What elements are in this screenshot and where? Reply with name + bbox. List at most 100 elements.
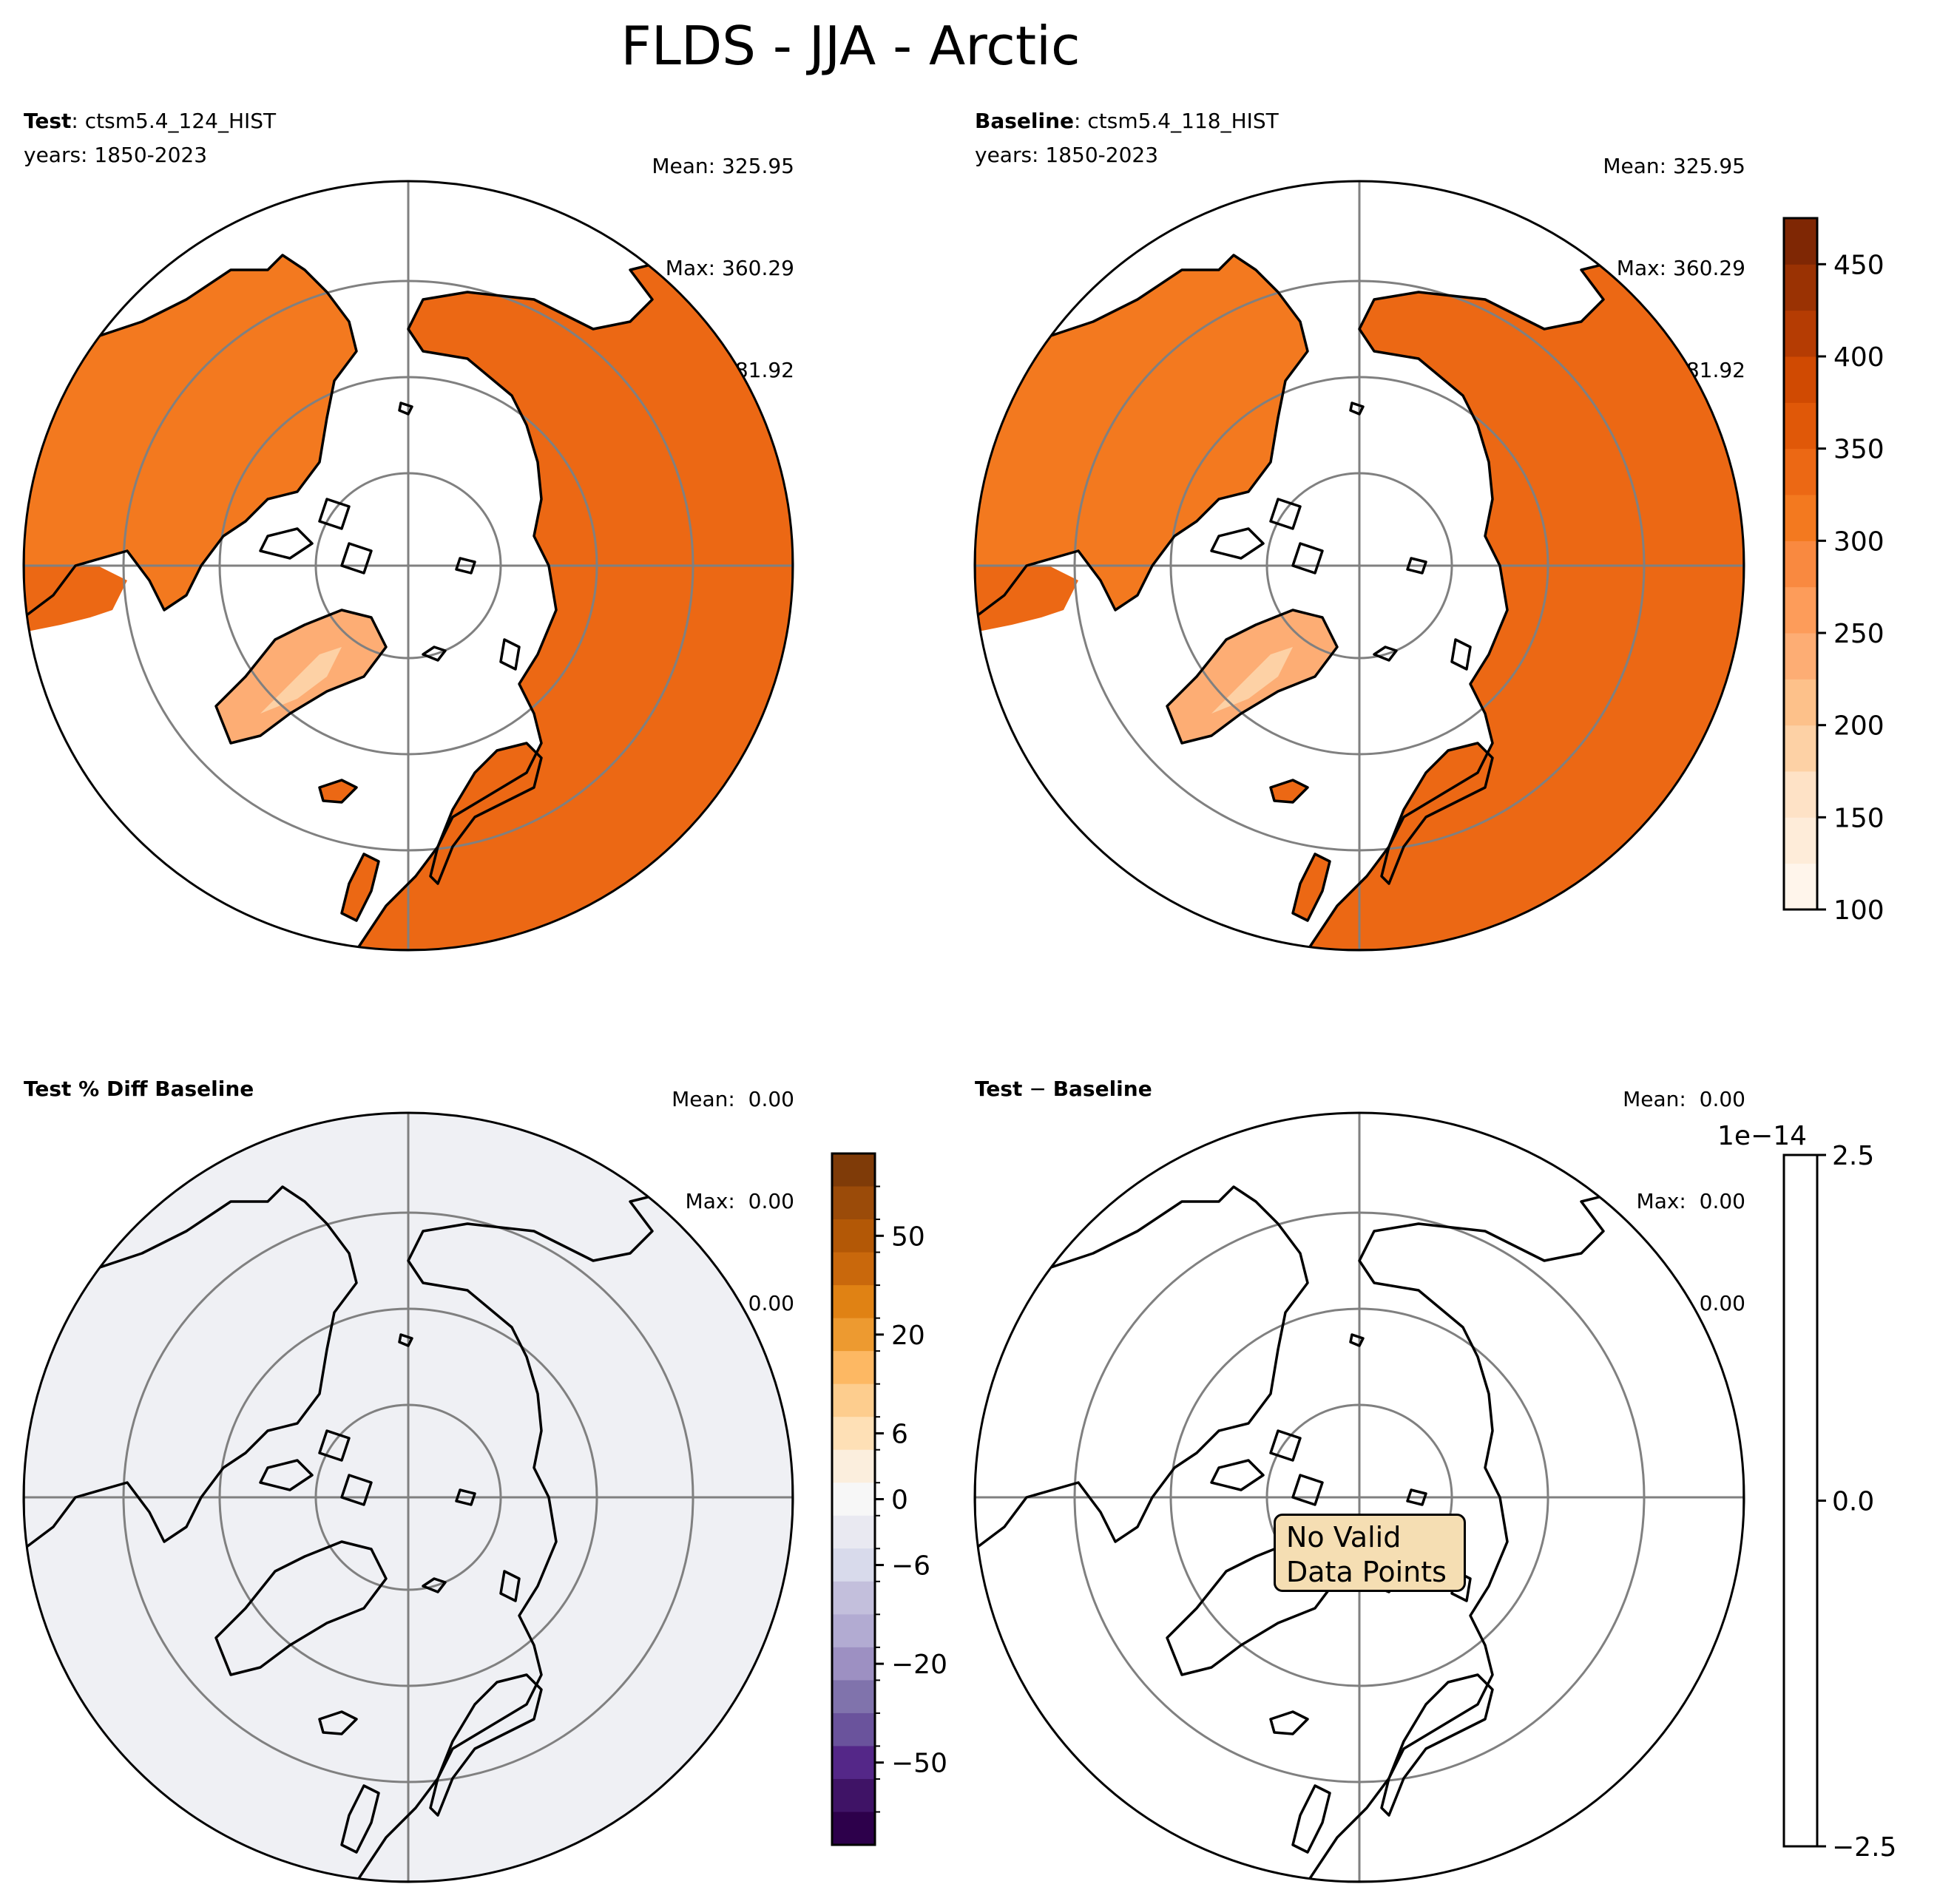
baseline-label: Baseline (975, 109, 1075, 133)
map-boundary (22, 1111, 794, 1883)
colorbar-tick-label: 0 (891, 1485, 908, 1516)
diff-map (973, 1111, 1745, 1883)
colorbar-segment (832, 1285, 875, 1319)
test-mean: Mean: 325.95 (652, 154, 794, 178)
coastline (340, 1474, 373, 1506)
coastline (1269, 779, 1309, 804)
test-label: Test (24, 109, 72, 133)
figure-title: FLDS - JJA - Arctic (621, 15, 1081, 77)
coastline (1349, 402, 1365, 416)
coastline (1291, 853, 1331, 922)
greenland-interior (260, 647, 342, 714)
diff-label-baseline: Baseline (1052, 1077, 1152, 1101)
coastline (318, 1429, 351, 1462)
colorbar-tick-label: 0.0 (1832, 1487, 1874, 1517)
colorbar-tick-label: 200 (1833, 711, 1884, 742)
colorbar-tick-label: 150 (1833, 803, 1884, 833)
diff-panel-header: Test − Baseline (975, 1072, 1152, 1106)
colorbar-tick-label: −20 (891, 1650, 947, 1680)
baseline-panel-header: Baseline: ctsm5.4_118_HIST years: 1850-2… (975, 104, 1279, 172)
colorbar-tick-label: −6 (891, 1551, 930, 1582)
coastline (422, 646, 447, 662)
colorbar-segment (1784, 679, 1817, 726)
coastline (1306, 1170, 1744, 1882)
coastline (1291, 1474, 1324, 1506)
colorbar-segment (1784, 310, 1817, 357)
coastline (429, 1673, 543, 1817)
coastline (398, 1333, 413, 1347)
coastline (1210, 1459, 1265, 1491)
map-boundary (973, 180, 1745, 952)
colorbar-segment (832, 1778, 875, 1812)
colorbar-segment (832, 1548, 875, 1582)
uk-field (1293, 854, 1330, 921)
colorbar-segment (1784, 448, 1817, 495)
coastline (1166, 609, 1339, 745)
graticule (24, 1113, 793, 1882)
coastline (1406, 557, 1427, 575)
coastline (398, 402, 413, 416)
pct-diff-map (22, 1111, 794, 1883)
north-america-field (24, 255, 356, 617)
eurasia-field (356, 240, 793, 950)
coastline (1306, 239, 1744, 950)
coastline (1291, 542, 1324, 575)
diff-mean: Mean: 0.00 (1623, 1087, 1745, 1111)
baseline-max: Max: 360.29 (1616, 256, 1745, 280)
coastline (1269, 1710, 1309, 1735)
colorbar-tick-label: 250 (1833, 619, 1884, 649)
test-max: Max: 360.29 (665, 256, 794, 280)
coastline (214, 609, 388, 745)
colorbar-segment (832, 1515, 875, 1549)
colorbar-tick-label: 20 (891, 1321, 925, 1351)
baseline-years: years: 1850-2023 (975, 143, 1159, 167)
colorbar-segment (1784, 402, 1817, 450)
map-boundary (22, 180, 794, 952)
pct-diff-mean: Mean: 0.00 (672, 1087, 794, 1111)
uk-field (342, 854, 379, 921)
baseline-map (973, 180, 1745, 952)
colorbar-tick-label: 300 (1833, 526, 1884, 557)
colorbar-segment (832, 1746, 875, 1780)
north-america-field (975, 255, 1308, 617)
coastline (318, 779, 358, 804)
colorbar-segment (832, 1680, 875, 1714)
colorbar-segment (832, 1712, 875, 1747)
colorbar-segment (832, 1318, 875, 1352)
colorbar-segment (1784, 633, 1817, 680)
graticule (24, 181, 793, 950)
coastline (340, 1784, 380, 1854)
colorbar-segment (832, 1581, 875, 1615)
colorbar-segment (832, 1483, 875, 1517)
colorbar-segment (832, 1449, 875, 1483)
coastline (1406, 1488, 1427, 1506)
colorbar-segment (1784, 771, 1817, 818)
alaska-field (975, 566, 1078, 632)
colorbar-segment (1784, 863, 1817, 910)
colorbar-tick-label: 400 (1833, 342, 1884, 373)
colorbar-segment (1784, 817, 1817, 864)
coastline (422, 1577, 447, 1593)
coastline (1291, 1784, 1331, 1854)
baseline-case-name: ctsm5.4_118_HIST (1087, 109, 1279, 133)
colorbar-segment (1784, 264, 1817, 311)
coastline (499, 1570, 521, 1602)
no-valid-line-2: Data Points (1286, 1556, 1447, 1588)
coastline (1450, 638, 1472, 671)
diff-label-sep: − (1022, 1077, 1053, 1101)
coastlines (24, 1170, 793, 1882)
coastline (340, 853, 380, 922)
diff-max: Max: 0.00 (1636, 1189, 1745, 1213)
diff-colorbar: 2.5 0.0 −2.5 1e−14 (1717, 1121, 1896, 1863)
coastline (1269, 498, 1302, 530)
baseline-mean: Mean: 325.95 (1603, 154, 1745, 178)
colorbar-frame (1782, 1153, 1819, 1848)
test-case-name: ctsm5.4_124_HIST (84, 109, 277, 133)
coastline (259, 527, 314, 560)
graticule (975, 1113, 1744, 1882)
scandinavia-field (430, 743, 541, 884)
coastline (455, 557, 476, 575)
pct-diff-panel-header: Test % Diff Baseline (24, 1072, 254, 1106)
colorbar-tick-label: 450 (1833, 250, 1884, 280)
map-boundary (973, 1111, 1745, 1883)
